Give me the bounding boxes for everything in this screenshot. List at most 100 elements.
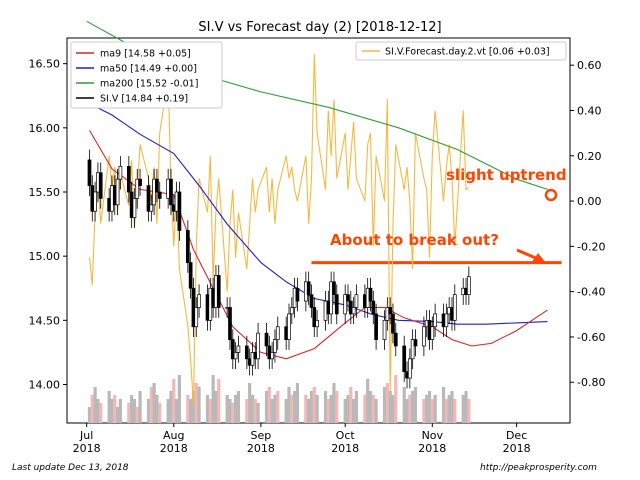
x-tick-label-year: 2018 bbox=[331, 442, 359, 455]
volume-bar bbox=[273, 395, 277, 423]
candle-body bbox=[264, 332, 269, 347]
volume-bar bbox=[135, 407, 139, 423]
annotation-slight-uptrend: slight uptrend bbox=[446, 166, 567, 184]
volume-bar bbox=[332, 383, 336, 423]
y-right-tick-label: 0.60 bbox=[577, 59, 602, 72]
x-tick-label-month: Nov bbox=[422, 429, 444, 442]
volume-bar bbox=[234, 395, 238, 423]
candle-body bbox=[289, 307, 294, 315]
candle-body bbox=[433, 313, 437, 328]
volume-bar bbox=[382, 387, 387, 423]
candle-body bbox=[354, 294, 359, 308]
volume-bar bbox=[354, 391, 359, 423]
volume-bar bbox=[194, 383, 198, 423]
volume-bar bbox=[191, 391, 196, 423]
candle-body bbox=[185, 230, 190, 263]
volume-bar bbox=[93, 387, 97, 423]
candle-body bbox=[115, 178, 120, 206]
candle-body bbox=[98, 172, 103, 199]
legend-left-frame bbox=[70, 41, 223, 109]
candle-body bbox=[393, 332, 398, 347]
volume-bar bbox=[467, 399, 471, 423]
candle-body bbox=[228, 307, 232, 340]
volume-bar bbox=[385, 383, 389, 423]
volume-bar bbox=[411, 391, 415, 423]
legend-right-label: SI.V.Forecast.day.2.vt [0.06 +0.03] bbox=[385, 47, 550, 58]
volume-bar bbox=[425, 395, 429, 423]
candle-body bbox=[244, 345, 249, 360]
legend-left-label: SI.V [14.84 +0.19] bbox=[100, 94, 188, 105]
y-right-tick-label: -0.80 bbox=[577, 376, 605, 389]
candle-body bbox=[270, 352, 274, 360]
volume-bar bbox=[99, 403, 103, 423]
candle-body bbox=[329, 281, 333, 315]
x-tick-label-year: 2018 bbox=[418, 442, 446, 455]
volume-bar bbox=[363, 395, 367, 423]
volume-bar bbox=[309, 391, 314, 423]
volume-bar bbox=[326, 399, 330, 423]
candle-body bbox=[118, 165, 123, 180]
annotation-arrow-shaft bbox=[516, 248, 539, 261]
volume-bar bbox=[152, 383, 156, 423]
candle-body bbox=[343, 294, 348, 315]
y-right-tick-label: -0.60 bbox=[577, 331, 605, 344]
volume-bar bbox=[422, 399, 426, 423]
x-axis: Jul2018Aug2018Sep2018Oct2018Nov2018Dec20… bbox=[73, 423, 531, 455]
volume-bar bbox=[287, 387, 291, 423]
volume-bar bbox=[450, 391, 454, 423]
volume-bar bbox=[413, 387, 418, 423]
volume-bar bbox=[408, 395, 412, 423]
volume-bar bbox=[276, 391, 280, 423]
volume-bar bbox=[346, 395, 350, 423]
volume-bar bbox=[427, 391, 432, 423]
volume-bar bbox=[172, 379, 176, 423]
volume-bar bbox=[236, 391, 241, 423]
volume-bar bbox=[107, 391, 111, 423]
chart-title: SI.V vs Forecast day (2) [2018-12-12] bbox=[198, 20, 441, 35]
footer-source-link[interactable]: http://peakprosperity.com bbox=[480, 463, 597, 473]
candle-body bbox=[138, 178, 142, 186]
x-tick-label-month: Sep bbox=[251, 429, 272, 442]
candle-body bbox=[422, 326, 426, 347]
volume-bar bbox=[329, 395, 333, 423]
volume-bar bbox=[174, 399, 179, 423]
volume-bar bbox=[270, 399, 274, 423]
volume-bar bbox=[127, 403, 131, 423]
volume-bar bbox=[264, 391, 269, 423]
candle-body bbox=[87, 159, 92, 186]
volume-bar bbox=[307, 399, 311, 423]
x-tick-label-year: 2018 bbox=[73, 442, 101, 455]
volume-bar bbox=[166, 399, 170, 423]
volume-bar bbox=[293, 391, 297, 423]
candle-body bbox=[391, 313, 395, 334]
legend-left-label: ma200 [15.52 -0.01] bbox=[100, 79, 198, 90]
volume-bar bbox=[146, 399, 151, 423]
y-right-tick-label: 0.00 bbox=[577, 195, 602, 208]
candle-body bbox=[149, 204, 154, 212]
candle-body bbox=[374, 313, 378, 340]
volume-bar bbox=[186, 395, 190, 423]
candle-body bbox=[197, 294, 201, 308]
candle-body bbox=[230, 339, 235, 360]
volume-bar bbox=[231, 403, 235, 423]
volume-bar bbox=[130, 395, 134, 423]
y-right-tick-label: -0.20 bbox=[577, 240, 605, 253]
candle-body bbox=[188, 262, 193, 289]
x-tick-label-year: 2018 bbox=[503, 442, 531, 455]
x-tick-label-year: 2018 bbox=[160, 442, 188, 455]
x-tick-label-month: Jul bbox=[79, 429, 93, 442]
volume-bar bbox=[155, 395, 159, 423]
candle-body bbox=[132, 198, 137, 219]
candle-body bbox=[371, 300, 376, 315]
volume-bar bbox=[138, 391, 142, 423]
volume-bar bbox=[433, 395, 437, 423]
candle-body bbox=[157, 191, 162, 199]
volume-bar bbox=[90, 395, 94, 423]
legend-right: SI.V.Forecast.day.2.vt [0.06 +0.03] bbox=[355, 41, 567, 61]
volume-bar bbox=[461, 395, 465, 423]
candle-body bbox=[466, 276, 471, 296]
volume-bar bbox=[110, 399, 114, 423]
volume-bar bbox=[290, 395, 294, 423]
volume-bar bbox=[366, 379, 370, 423]
volume-bar bbox=[177, 375, 182, 423]
